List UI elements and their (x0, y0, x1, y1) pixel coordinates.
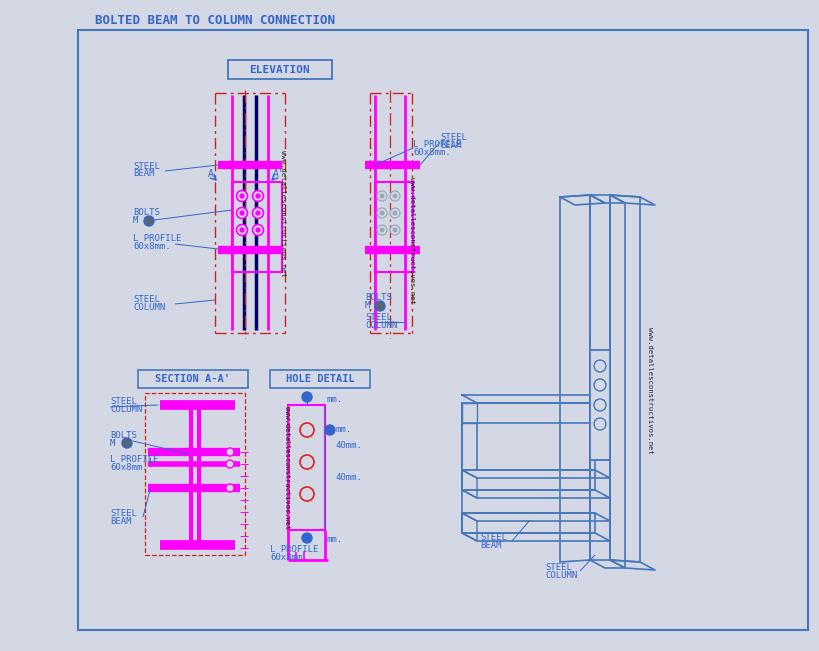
Text: L PROFILE: L PROFILE (110, 456, 158, 465)
Circle shape (379, 211, 383, 215)
Circle shape (377, 208, 387, 218)
Text: SECTION A-A': SECTION A-A' (156, 374, 230, 384)
Text: STEEL: STEEL (110, 508, 137, 518)
Text: www.detallesconstructivos.net: www.detallesconstructivos.net (279, 150, 286, 277)
Text: HOLE DETAIL: HOLE DETAIL (285, 374, 354, 384)
Circle shape (377, 191, 387, 201)
Text: STEEL: STEEL (364, 314, 391, 322)
Bar (145, 393, 245, 555)
Text: M: M (133, 217, 138, 225)
Circle shape (144, 216, 154, 226)
Text: 40mm.: 40mm. (336, 473, 363, 482)
Circle shape (226, 448, 233, 456)
Text: BOLTS: BOLTS (133, 208, 160, 217)
Text: BEAM: BEAM (133, 169, 154, 178)
Circle shape (593, 360, 605, 372)
Circle shape (240, 211, 244, 215)
Text: www.detallesconstructivos.net: www.detallesconstructivos.net (409, 176, 414, 303)
Text: STEEL: STEEL (479, 533, 506, 542)
Text: COLUMN: COLUMN (133, 303, 165, 312)
Bar (78, 30, 807, 630)
Circle shape (252, 191, 263, 202)
Circle shape (390, 191, 400, 201)
Text: 60x8mm.: 60x8mm. (133, 243, 170, 251)
Bar (374, 182, 413, 272)
Circle shape (593, 418, 605, 430)
Circle shape (390, 208, 400, 218)
Circle shape (324, 425, 335, 435)
Text: STEEL: STEEL (133, 296, 160, 305)
Circle shape (374, 301, 385, 311)
Circle shape (301, 392, 311, 402)
Circle shape (300, 455, 314, 469)
Text: L PROFILE: L PROFILE (269, 546, 318, 555)
Text: mm.: mm. (327, 536, 342, 544)
Text: ELEVATION: ELEVATION (249, 65, 310, 75)
Text: L PROFILE: L PROFILE (413, 141, 461, 150)
Text: M: M (110, 439, 115, 447)
Bar (269, 370, 369, 388)
Text: 40mm.: 40mm. (336, 441, 363, 450)
Bar (590, 350, 609, 460)
Text: mm.: mm. (327, 396, 342, 404)
Circle shape (256, 211, 260, 215)
Text: COLUMN: COLUMN (110, 406, 142, 415)
Circle shape (236, 191, 247, 202)
Text: BEAM: BEAM (479, 540, 501, 549)
Text: 60x8mm.: 60x8mm. (269, 553, 307, 562)
Circle shape (392, 211, 396, 215)
Circle shape (256, 228, 260, 232)
Circle shape (379, 228, 383, 232)
Circle shape (226, 484, 233, 492)
Circle shape (240, 228, 244, 232)
Text: BOLTS: BOLTS (364, 294, 391, 303)
Text: mm.: mm. (336, 426, 351, 434)
Circle shape (301, 533, 311, 543)
Circle shape (379, 194, 383, 198)
Circle shape (593, 379, 605, 391)
Text: STEEL: STEEL (110, 398, 137, 406)
Bar (232, 182, 282, 272)
Text: BEAM: BEAM (440, 141, 461, 150)
Circle shape (392, 194, 396, 198)
Circle shape (236, 225, 247, 236)
Bar (138, 370, 247, 388)
Bar (228, 60, 332, 79)
Circle shape (300, 423, 314, 437)
Text: BOLTS: BOLTS (110, 430, 137, 439)
Text: BOLTED BEAM TO COLUMN CONNECTION: BOLTED BEAM TO COLUMN CONNECTION (95, 14, 335, 27)
Circle shape (122, 438, 132, 448)
Bar (287, 405, 324, 530)
Circle shape (236, 208, 247, 219)
Text: A': A' (273, 169, 284, 179)
Circle shape (392, 228, 396, 232)
Text: L PROFILE: L PROFILE (133, 234, 181, 243)
Text: A: A (208, 169, 214, 179)
Text: COLUMN: COLUMN (364, 322, 396, 331)
Text: STEEL: STEEL (133, 163, 160, 171)
Circle shape (377, 225, 387, 235)
Text: www.detallesconstructivos.net: www.detallesconstructivos.net (283, 406, 290, 530)
Circle shape (256, 194, 260, 198)
Text: 60x8mm.: 60x8mm. (110, 464, 147, 473)
Text: COLUMN: COLUMN (545, 570, 577, 579)
Text: 60x8mm.: 60x8mm. (413, 148, 450, 158)
Circle shape (300, 487, 314, 501)
Circle shape (390, 225, 400, 235)
Text: M: M (364, 301, 370, 311)
Circle shape (593, 399, 605, 411)
Circle shape (240, 194, 244, 198)
Text: STEEL: STEEL (440, 133, 466, 143)
Circle shape (226, 460, 233, 468)
Text: BEAM: BEAM (110, 516, 131, 525)
Text: STEEL: STEEL (545, 562, 571, 572)
Circle shape (252, 208, 263, 219)
Text: www.detallesconstructivos.net: www.detallesconstructivos.net (646, 327, 652, 454)
Circle shape (252, 225, 263, 236)
